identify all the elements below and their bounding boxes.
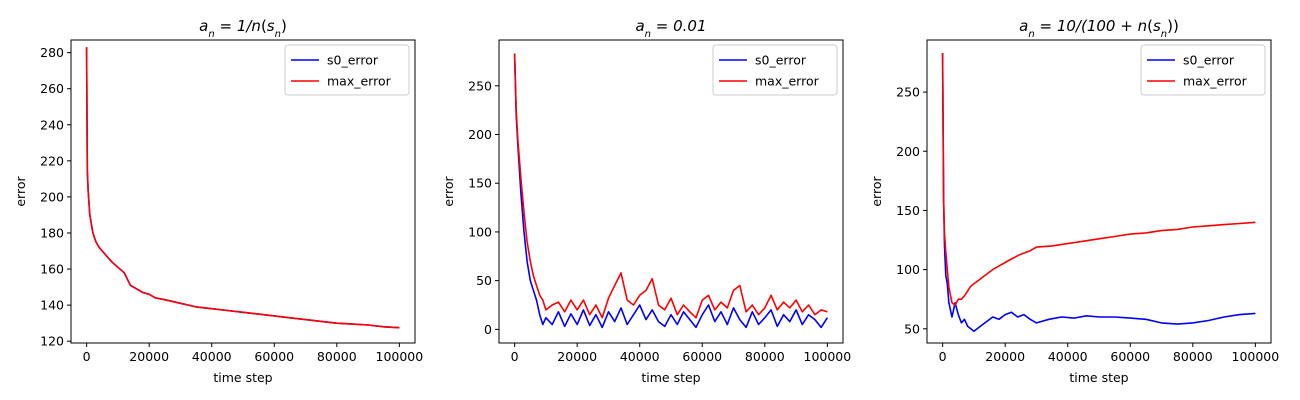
legend-label-s0_error: s0_error xyxy=(327,53,379,68)
y-tick-label: 200 xyxy=(40,189,64,204)
x-tick-label: 0 xyxy=(83,349,91,364)
x-tick-label: 100000 xyxy=(804,349,852,364)
x-axis-label: time step xyxy=(1069,370,1128,385)
x-tick-label: 80000 xyxy=(317,349,357,364)
chart-title: an = 10/(100 + n(sn)) xyxy=(1019,17,1179,40)
x-tick-label: 40000 xyxy=(192,349,232,364)
legend-box xyxy=(1140,44,1266,96)
x-tick-label: 80000 xyxy=(1173,349,1213,364)
axes-frame xyxy=(926,39,1272,344)
legend-box xyxy=(284,44,410,96)
x-tick-label: 60000 xyxy=(254,349,294,364)
x-tick-label: 80000 xyxy=(745,349,785,364)
legend-label-max_error: max_error xyxy=(327,74,392,89)
series-line-max_error xyxy=(513,53,828,319)
y-tick-label: 150 xyxy=(468,176,492,191)
chart-panel-3: an = 10/(100 + n(sn)) 0 20000 40000 60000 800… xyxy=(869,17,1279,385)
legend-label-s0_error: s0_error xyxy=(1183,53,1235,68)
x-tick-label: 100000 xyxy=(376,349,424,364)
x-tick-label: 20000 xyxy=(985,349,1025,364)
x-tick-label: 0 xyxy=(511,349,519,364)
x-tick-label: 0 xyxy=(939,349,947,364)
y-tick-label: 200 xyxy=(468,127,492,142)
series-line-max_error xyxy=(941,52,1256,306)
legend: s0_error max_error xyxy=(712,44,838,96)
x-axis-label: time step xyxy=(213,370,272,385)
y-tick-label: 180 xyxy=(40,225,64,240)
legend-label-max_error: max_error xyxy=(1183,74,1248,89)
x-tick-label: 40000 xyxy=(1048,349,1088,364)
legend: s0_error max_error xyxy=(1140,44,1266,96)
y-axis-label: error xyxy=(441,176,456,207)
x-tick-label: 40000 xyxy=(620,349,660,364)
y-tick-label: 140 xyxy=(40,298,64,313)
y-tick-label: 160 xyxy=(40,262,64,277)
series-line-max_error xyxy=(85,47,400,329)
x-tick-label: 60000 xyxy=(682,349,722,364)
chart-panel-2: an = 0.01 0 20000 40000 60000 80000 100000 0 50 1… xyxy=(441,17,851,385)
series-line-s0_error xyxy=(941,52,1256,333)
x-tick-label: 60000 xyxy=(1110,349,1150,364)
x-tick-label: 20000 xyxy=(557,349,597,364)
y-tick-label: 0 xyxy=(484,322,492,337)
y-axis-label: error xyxy=(869,176,884,207)
axes-frame xyxy=(498,39,844,344)
x-tick-label: 100000 xyxy=(1232,349,1280,364)
legend-label-max_error: max_error xyxy=(755,74,820,89)
y-tick-label: 240 xyxy=(40,117,64,132)
y-tick-label: 200 xyxy=(896,144,920,159)
y-tick-label: 100 xyxy=(468,224,492,239)
axes-frame xyxy=(70,39,416,344)
chart-title: an = 1/n(sn) xyxy=(199,17,287,40)
y-tick-label: 280 xyxy=(40,45,64,60)
y-tick-label: 120 xyxy=(40,334,64,349)
series-line-s0_error xyxy=(513,53,829,329)
y-tick-label: 260 xyxy=(40,81,64,96)
y-tick-label: 100 xyxy=(896,262,920,277)
chart-panel-1: an = 1/n(sn) 0 20000 40000 60000 80000 100000 1… xyxy=(13,17,423,385)
legend-label-s0_error: s0_error xyxy=(755,53,807,68)
y-axis-label: error xyxy=(13,176,28,207)
legend-box xyxy=(712,44,838,96)
chart-title: an = 0.01 xyxy=(635,17,706,40)
y-tick-label: 150 xyxy=(896,203,920,218)
legend: s0_error max_error xyxy=(284,44,410,96)
x-tick-label: 20000 xyxy=(129,349,169,364)
y-tick-label: 50 xyxy=(476,273,492,288)
y-tick-label: 220 xyxy=(40,153,64,168)
x-axis-label: time step xyxy=(641,370,700,385)
y-tick-label: 50 xyxy=(904,321,920,336)
y-tick-label: 250 xyxy=(468,78,492,93)
y-tick-label: 250 xyxy=(896,85,920,100)
